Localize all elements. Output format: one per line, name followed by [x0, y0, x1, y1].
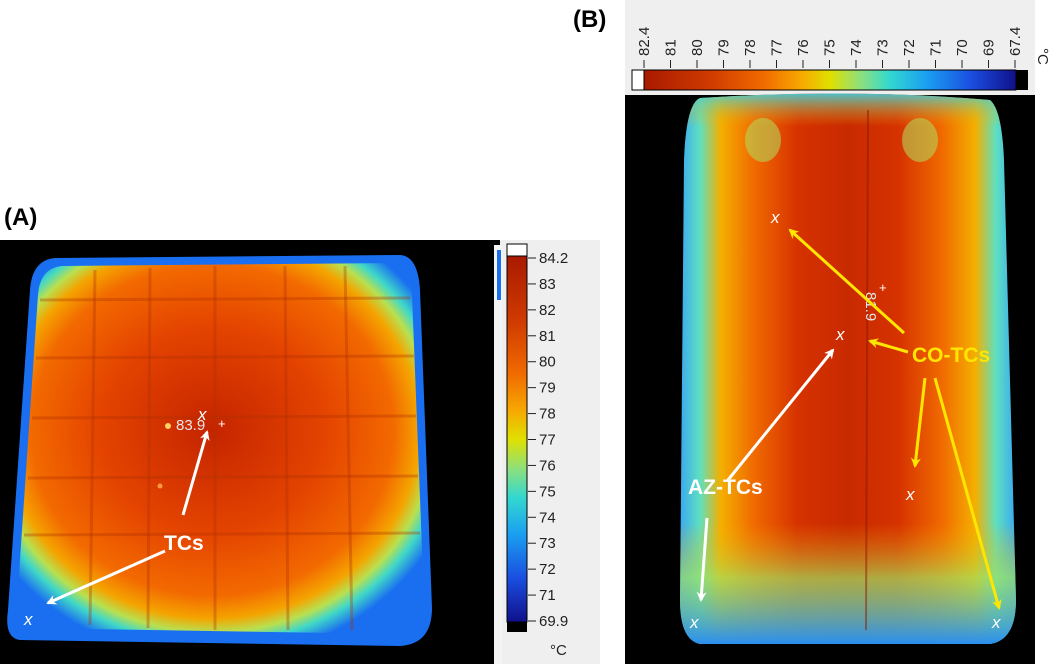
panel-a-color-scale — [506, 255, 528, 623]
panel-a-scroll-thumb — [497, 250, 501, 300]
panel-a-spot-temp: 83.9 — [176, 417, 205, 434]
panel-b-unit: °C — [1034, 48, 1051, 65]
scale-tick-label: 72 — [539, 561, 556, 578]
panel-b-scale-max-swatch — [631, 69, 645, 91]
scale-tick-label: 80 — [689, 39, 706, 56]
scale-tick-label: 69.9 — [539, 613, 568, 630]
panel-a-scale-min-swatch — [507, 622, 527, 632]
panel-a-surface — [16, 263, 425, 634]
scale-tick-label: 79 — [716, 39, 733, 56]
panel-b-arrow-icon — [933, 377, 1002, 610]
panel-b-arrow-icon — [726, 348, 835, 481]
scale-tick-label: 67.4 — [1007, 27, 1024, 56]
panel-b-arrow-icon — [788, 228, 906, 335]
scale-tick-label: 81 — [663, 39, 680, 56]
panel-a-arrow-icon — [181, 430, 210, 516]
scale-tick-label: 77 — [539, 432, 556, 449]
panel-b-label: (B) — [573, 6, 607, 33]
scale-tick-label: 73 — [539, 535, 556, 552]
panel-a-unit: °C — [550, 642, 567, 659]
crosshair-icon: + — [879, 280, 887, 295]
scale-tick-label: 82.4 — [636, 27, 653, 56]
crosshair-icon: + — [218, 416, 226, 431]
scale-tick-label: 76 — [795, 39, 812, 56]
panel-b-arrow-icon — [696, 517, 709, 602]
panel-b-x-mark: x — [770, 208, 780, 227]
scale-tick-label: 75 — [822, 39, 839, 56]
panel-a-grid — [23, 265, 421, 631]
panel-a-scale-ticks: 84.2 83 82 81 80 79 78 77 76 75 74 73 72 71 69.9 — [528, 250, 568, 630]
panel-b-color-scale — [643, 69, 1017, 91]
panel-b-scale-min-swatch — [1016, 70, 1028, 90]
scale-tick-label: 83 — [539, 276, 556, 293]
scale-tick-label: 74 — [848, 39, 865, 56]
panel-b-scale-ticks: 82.4 81 80 79 78 77 76 75 74 73 72 71 70 69 67.4 — [636, 27, 1024, 68]
scale-tick-label: 70 — [954, 39, 971, 56]
panel-b-arrow-icon — [910, 377, 927, 468]
scale-tick-label: 73 — [875, 39, 892, 56]
panel-b-az-label: AZ-TCs — [688, 476, 763, 499]
panel-a-label: (A) — [4, 204, 38, 231]
panel-b-x-mark: x — [835, 325, 845, 344]
scale-tick-label: 72 — [901, 39, 918, 56]
panel-a-x-mark: x — [23, 610, 33, 629]
panel-a-arrow-icon — [46, 549, 166, 605]
panel-a-scale-max-swatch — [506, 243, 528, 257]
scale-tick-label: 84.2 — [539, 250, 568, 267]
panel-b-cool-spot — [745, 118, 781, 162]
scale-tick-label: 80 — [539, 354, 556, 371]
panel-a-tc-label: TCs — [164, 532, 204, 555]
panel-b-surface-edge — [680, 93, 1016, 645]
scale-tick-label: 79 — [539, 380, 556, 397]
panel-a-scrollbar — [494, 245, 502, 664]
scale-tick-label: 78 — [742, 39, 759, 56]
scale-tick-label: 77 — [769, 39, 786, 56]
scale-tick-label: 74 — [539, 509, 556, 526]
scale-tick-label: 71 — [928, 39, 945, 56]
panel-b-x-mark: x — [991, 613, 1001, 632]
scale-tick-label: 81 — [539, 328, 556, 345]
panel-a-x-mark: x — [197, 405, 207, 424]
scale-tick-label: 71 — [539, 587, 556, 604]
scale-tick-label: 82 — [539, 302, 556, 319]
panel-b-seam — [865, 109, 869, 631]
scale-tick-label: 76 — [539, 457, 556, 474]
panel-b-co-label: CO-TCs — [912, 344, 990, 367]
panel-a-hotspot — [157, 483, 163, 489]
panel-b-x-mark: x — [689, 613, 699, 632]
scale-tick-label: 78 — [539, 406, 556, 423]
panel-b-cool-spot — [902, 118, 938, 162]
panel-b-x-mark: x — [905, 485, 915, 504]
scale-tick-label: 75 — [539, 483, 556, 500]
scale-tick-label: 69 — [981, 39, 998, 56]
panel-b-arrow-icon — [868, 338, 909, 354]
panel-a-hotspot — [165, 423, 171, 429]
